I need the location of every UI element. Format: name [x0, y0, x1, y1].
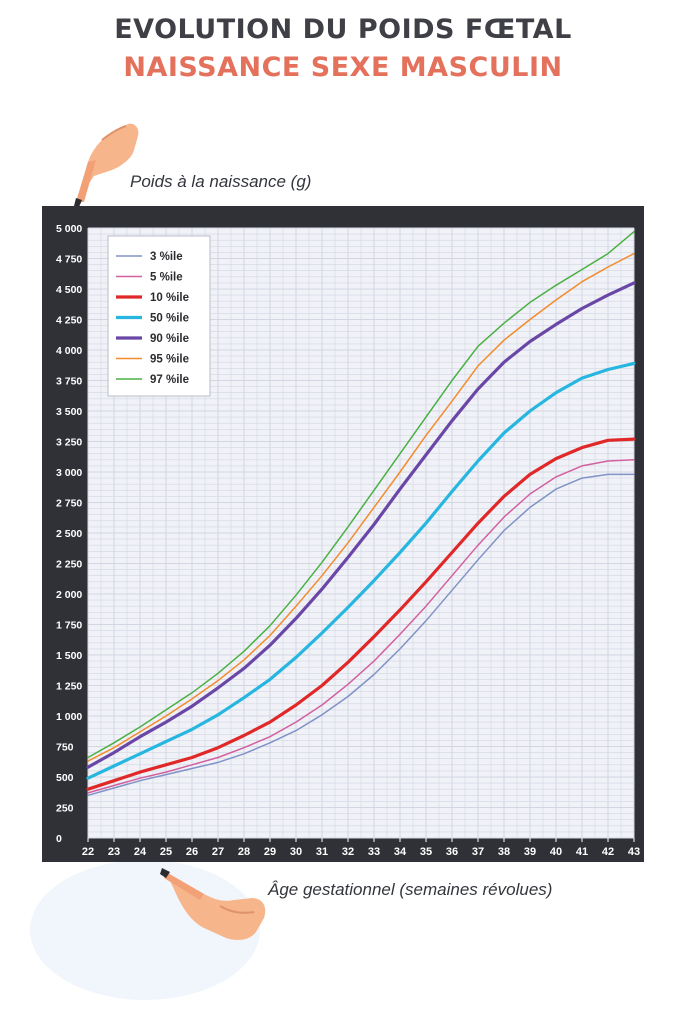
- y-tick-label: 4 500: [56, 284, 82, 296]
- y-tick-label: 4 000: [56, 345, 82, 357]
- y-tick-label: 2 750: [56, 498, 82, 510]
- y-tick-label: 2 250: [56, 559, 82, 571]
- series-line-4: [86, 281, 636, 769]
- legend-label: 3 %ile: [150, 251, 183, 263]
- series-line-2: [86, 437, 636, 791]
- y-tick-label: 4 750: [56, 254, 82, 266]
- x-tick-label: 36: [446, 846, 458, 858]
- y-tick-label: 3 500: [56, 406, 82, 418]
- x-tick-label: 41: [576, 846, 588, 858]
- y-tick-label: 250: [56, 803, 74, 815]
- series-line-3: [86, 361, 636, 780]
- y-tick-label: 4 250: [56, 315, 82, 327]
- legend-label: 95 %ile: [150, 354, 189, 366]
- x-axis-title: Âge gestationnel (semaines révolues): [268, 880, 553, 899]
- x-tick-label: 32: [342, 846, 354, 858]
- page-title: EVOLUTION DU POIDS FŒTAL: [114, 14, 572, 45]
- x-tick-label: 30: [290, 846, 302, 858]
- x-tick-label: 29: [264, 846, 276, 858]
- x-tick-label: 33: [368, 846, 380, 858]
- pointing-hand-icon: [160, 868, 266, 940]
- x-tick-label: 38: [498, 846, 510, 858]
- y-tick-label: 1 000: [56, 711, 82, 723]
- y-tick-label: 0: [56, 833, 62, 845]
- pointing-hand-icon: [74, 123, 139, 207]
- x-tick-label: 27: [212, 846, 224, 858]
- y-tick-label: 3 250: [56, 437, 82, 449]
- y-tick-label: 3 000: [56, 467, 82, 479]
- x-tick-label: 24: [134, 846, 147, 858]
- legend-label: 97 %ile: [150, 374, 189, 386]
- y-tick-label: 750: [56, 742, 74, 754]
- x-tick-label: 43: [628, 846, 640, 858]
- legend-label: 50 %ile: [150, 313, 189, 325]
- x-tick-label: 39: [524, 846, 536, 858]
- legend-label: 10 %ile: [150, 292, 189, 304]
- series-line-6: [87, 230, 635, 759]
- y-tick-label: 5 000: [56, 223, 82, 235]
- y-tick-label: 2 000: [56, 589, 82, 601]
- series-line-1: [87, 459, 635, 794]
- x-tick-label: 42: [602, 846, 614, 858]
- series-line-5: [87, 252, 635, 762]
- percentile-chart: 0 250 500 750 1 000 1 250 1 500 1 750 2 000 2 250…: [42, 206, 644, 862]
- x-tick-label: 31: [316, 846, 328, 858]
- legend-label: 90 %ile: [150, 333, 189, 345]
- x-tick-label: 22: [82, 846, 94, 858]
- y-tick-label: 500: [56, 772, 74, 784]
- legend-label: 5 %ile: [150, 272, 183, 284]
- x-tick-label: 28: [238, 846, 250, 858]
- series-line-0: [87, 473, 635, 797]
- y-axis-title: Poids à la naissance (g): [130, 172, 312, 191]
- x-tick-label: 40: [550, 846, 562, 858]
- x-tick-label: 35: [420, 846, 432, 858]
- x-tick-label: 25: [160, 846, 172, 858]
- page-subtitle: NAISSANCE SEXE MASCULIN: [123, 52, 563, 83]
- y-tick-label: 3 750: [56, 376, 82, 388]
- x-tick-label: 34: [394, 846, 407, 858]
- y-tick-label: 1 750: [56, 620, 82, 632]
- x-tick-label: 37: [472, 846, 484, 858]
- y-tick-label: 1 250: [56, 681, 82, 693]
- x-tick-label: 23: [108, 846, 120, 858]
- y-tick-label: 1 500: [56, 650, 82, 662]
- x-tick-label: 26: [186, 846, 198, 858]
- legend: 3 %ile 5 %ile 10 %ile 50 %ile 90 %ile 95 %ile…: [107, 235, 211, 397]
- y-tick-label: 2 500: [56, 528, 82, 540]
